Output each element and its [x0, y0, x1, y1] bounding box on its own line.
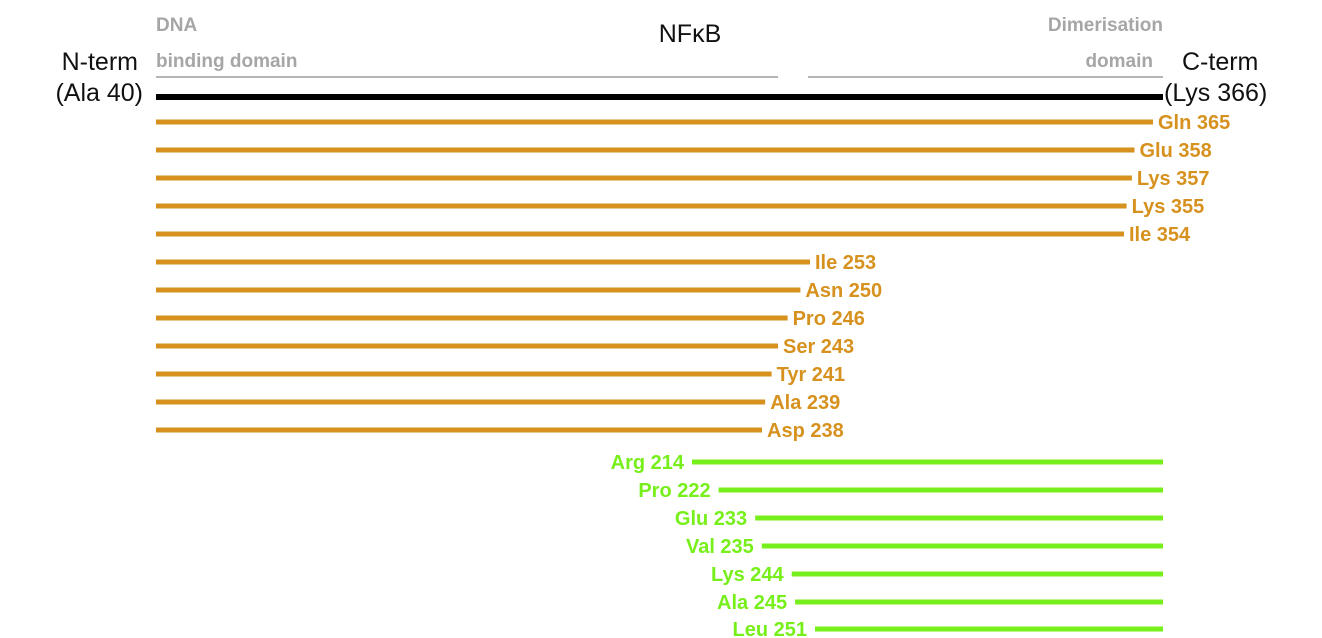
dimerisation-label-line2: domain: [1085, 51, 1153, 72]
dna-domain-label-line2: binding domain: [156, 51, 297, 72]
c-truncation-label: Ile 354: [1129, 224, 1191, 246]
n-term-residue-label: (Ala 40): [55, 79, 143, 107]
n-truncation-label: Lys 244: [711, 564, 785, 586]
c-truncation-label: Asn 250: [805, 280, 882, 302]
c-truncation-label: Asp 238: [767, 420, 844, 442]
c-truncation-label: Pro 246: [793, 308, 865, 330]
dimerisation-domain: Dimerisation domain: [808, 15, 1163, 78]
n-truncation-label: Pro 222: [638, 480, 710, 502]
n-truncation-label: Ala 245: [717, 592, 787, 614]
c-truncation-label: Glu 358: [1140, 140, 1212, 162]
dna-binding-domain: DNA binding domain: [156, 15, 778, 78]
c-truncation-label: Ile 253: [815, 252, 876, 274]
diagram-title: NFκB: [659, 20, 722, 48]
n-truncation-label: Val 235: [686, 536, 754, 558]
c-terminal-truncations: Gln 365 Glu 358 Lys 357 Lys 355 Ile 354 Ile 2…: [156, 112, 1230, 442]
n-term-label: N-term: [62, 48, 138, 76]
c-truncation-label: Ala 239: [770, 392, 840, 414]
c-truncation-label: Gln 365: [1158, 112, 1230, 134]
c-truncation-label: Ser 243: [783, 336, 854, 358]
n-terminal-truncations: Arg 214 Pro 222 Glu 233 Val 235 Lys 244 Ala 2…: [611, 452, 1163, 638]
c-truncation-label: Lys 355: [1132, 196, 1205, 218]
c-term-residue-label: (Lys 366): [1164, 79, 1267, 107]
dna-domain-label-line1: DNA: [156, 15, 197, 36]
n-truncation-label: Arg 214: [611, 452, 685, 474]
n-truncation-label: Leu 251: [733, 619, 807, 638]
dimerisation-label-line1: Dimerisation: [1048, 15, 1163, 36]
c-truncation-label: Tyr 241: [777, 364, 846, 386]
n-truncation-label: Glu 233: [675, 508, 747, 530]
c-term-label: C-term: [1182, 48, 1258, 76]
c-truncation-label: Lys 357: [1137, 168, 1210, 190]
